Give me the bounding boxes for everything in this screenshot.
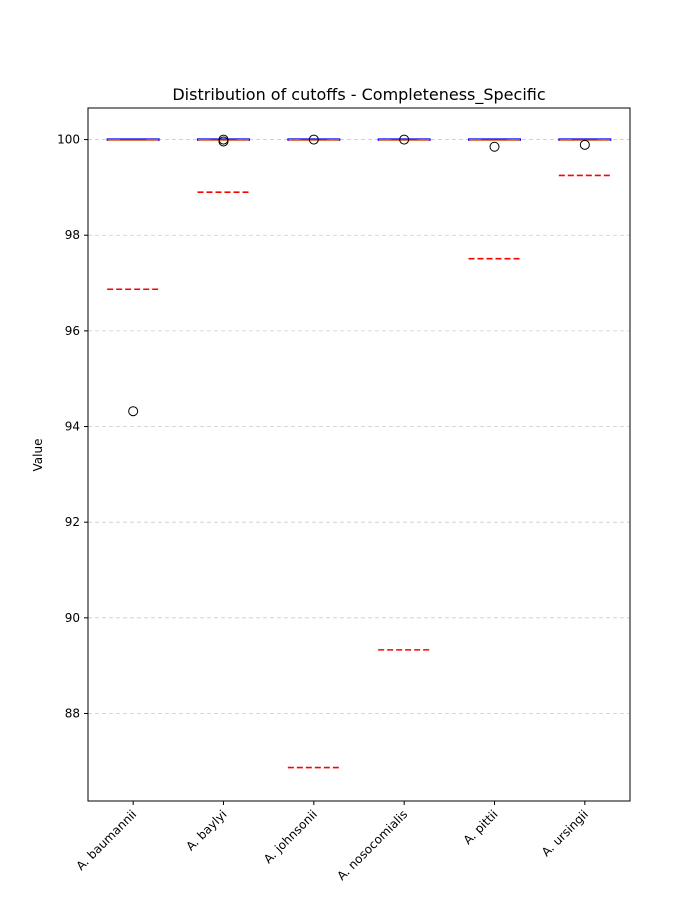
box-group <box>377 134 431 651</box>
plot-marks <box>106 134 612 769</box>
box-group <box>558 138 612 177</box>
x-tick-label: A. johnsonii <box>261 807 320 866</box>
y-tick-label: 94 <box>65 420 80 434</box>
box-group <box>106 138 160 417</box>
chart-title: Distribution of cutoffs - Completeness_S… <box>172 85 545 105</box>
y-axis: 88 90 92 94 96 98 100 <box>57 133 88 720</box>
outlier-point <box>489 141 500 152</box>
y-tick-label: 90 <box>65 611 80 625</box>
x-tick-label: A. baylyi <box>183 807 229 853</box>
box-group <box>468 138 521 260</box>
outlier-point <box>399 134 410 145</box>
grid-lines <box>88 139 630 714</box>
outlier-point <box>218 134 229 145</box>
y-tick-label: 88 <box>65 706 80 720</box>
x-tick-label: A. nosocomialis <box>334 807 410 883</box>
outlier-point <box>128 406 139 417</box>
x-axis: A. baumannii A. baylyi A. johnsonii A. noso… <box>73 801 591 883</box>
x-tick-label: A. ursingii <box>539 807 591 859</box>
y-tick-label: 98 <box>65 228 80 242</box>
outlier-point <box>579 139 590 150</box>
x-tick-label: A. pittii <box>461 807 501 847</box>
x-tick-label: A. baumannii <box>73 807 139 873</box>
outlier-point <box>308 134 319 145</box>
y-axis-label: Value <box>31 439 45 472</box>
y-tick-label: 96 <box>65 324 80 338</box>
box-group <box>197 134 250 193</box>
y-tick-label: 92 <box>65 515 80 529</box>
box-group <box>287 134 341 769</box>
y-tick-label: 100 <box>57 133 80 147</box>
plot-area-frame <box>87 107 631 802</box>
outlier-point <box>218 136 229 147</box>
